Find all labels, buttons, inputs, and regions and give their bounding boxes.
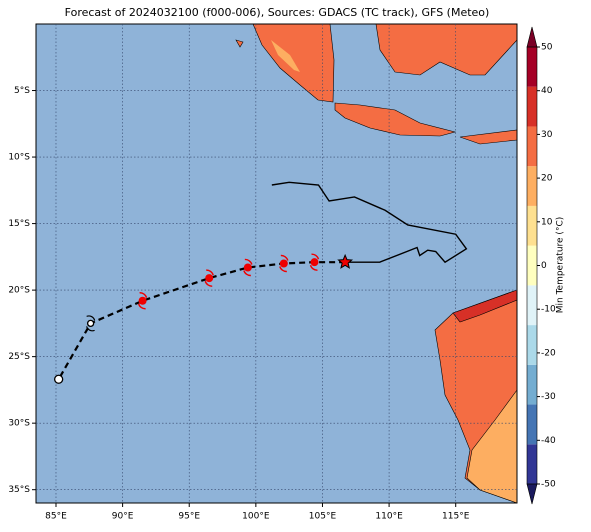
y-tick-label: 20°S [8,286,30,296]
storm-symbol [137,292,148,310]
storm-symbol [243,258,253,277]
colorbar-tick-label: 40 [541,86,553,96]
colorbar-band [527,205,537,246]
colorbar-tick-label: 10 [541,217,553,227]
colorbar-extend [526,26,538,48]
track-point [54,374,64,384]
colorbar-tick-label: -50 [541,480,556,490]
plot-frame [35,23,518,504]
colorbar-band [527,444,537,484]
colorbar-band [527,364,537,405]
storm-symbol [86,315,96,332]
colorbar-tick-label: 30 [541,130,553,140]
colorbar-label: Min Temperature (°C) [556,217,566,314]
colorbar-tick-label: 0 [541,261,547,271]
colorbar-tick-label: 50 [541,43,553,53]
y-tick-label: 35°S [8,485,30,495]
y-tick-label: 15°S [8,219,30,229]
colorbar-band [527,404,537,445]
x-tick-label: 115°E [442,512,470,522]
colorbar-band [527,285,537,326]
storm-symbol [279,254,289,273]
y-tick-label: 30°S [8,419,30,429]
x-tick-label: 90°E [112,512,134,522]
colorbar-tick-label: -40 [541,436,556,446]
y-tick-label: 25°S [8,352,30,362]
track-line [271,181,468,264]
track-line [57,261,346,380]
colorbar-band [527,47,537,87]
x-tick-label: 105°E [309,512,337,522]
track-point [243,263,252,272]
storm-symbol [309,253,320,271]
chart-title: Forecast of 2024032100 (f000-006), Sourc… [65,6,490,19]
colorbar-tick-label: -30 [541,392,556,402]
colorbar-band [527,245,537,286]
storm-symbol [204,269,214,287]
track-point [279,259,288,268]
colorbar-band [527,126,537,167]
y-tick-label: 5°S [14,86,30,96]
x-tick-label: 110°E [375,512,403,522]
track-point [86,319,95,328]
y-tick-label: 10°S [8,153,30,163]
colorbar-tick-label: 20 [541,174,553,184]
colorbar-band [527,166,537,206]
colorbar-band [527,325,537,365]
colorbar-tick-label: -10 [541,305,556,315]
track-point [138,296,147,305]
x-tick-label: 100°E [242,512,270,522]
track-point [310,258,319,267]
colorbar-extend [526,483,538,505]
x-tick-label: 85°E [45,512,67,522]
track-point [205,274,214,283]
colorbar-tick-label: -20 [541,348,556,358]
colorbar-band [527,86,537,127]
storm-position [337,253,354,269]
x-tick-label: 95°E [178,512,200,522]
ocean [36,24,517,503]
